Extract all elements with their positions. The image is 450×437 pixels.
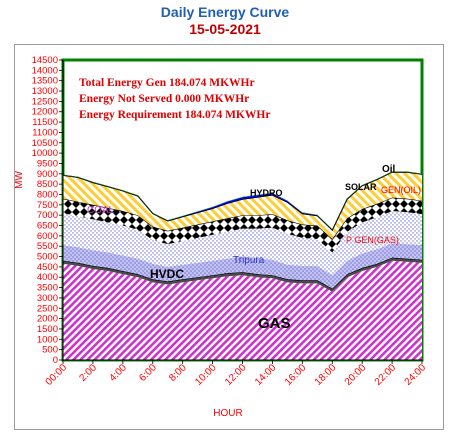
y-tick-label: 6000 bbox=[37, 231, 58, 242]
y-tick-label: 1000 bbox=[37, 334, 58, 345]
y-axis-label: MW bbox=[14, 171, 25, 189]
series-area-coal bbox=[63, 197, 422, 253]
y-tick-label: 11500 bbox=[32, 117, 58, 128]
series-area-p-gen-gas bbox=[63, 211, 422, 276]
x-tick-label: 12:00 bbox=[223, 362, 249, 388]
y-tick-label: 7000 bbox=[37, 210, 58, 221]
x-tick-label: 20:00 bbox=[343, 362, 369, 388]
x-tick-label: 4:00 bbox=[107, 362, 129, 384]
y-tick-label: 1500 bbox=[37, 324, 58, 335]
x-tick-label: 16:00 bbox=[283, 362, 309, 388]
y-tick-label: 12500 bbox=[32, 96, 58, 107]
y-tick-label: 5000 bbox=[37, 252, 58, 263]
x-tick-label: 24:00 bbox=[403, 362, 429, 388]
y-tick-label: 9500 bbox=[37, 158, 58, 169]
y-tick-label: 4000 bbox=[37, 272, 58, 283]
series-label-solar: SOLAR bbox=[345, 182, 377, 192]
y-tick-label: 11000 bbox=[32, 127, 58, 138]
y-tick-label: 3500 bbox=[37, 283, 58, 294]
y-tick-label: 4500 bbox=[37, 262, 58, 273]
y-tick-label: 7500 bbox=[37, 200, 58, 211]
y-tick-label: 2000 bbox=[37, 314, 58, 325]
chart-title: Daily Energy Curve bbox=[160, 4, 290, 20]
energy-summary-line: Energy Not Served 0.000 MKWHr bbox=[79, 93, 249, 105]
series-label-coal: COAL bbox=[87, 205, 115, 216]
y-tick-label: 3000 bbox=[37, 293, 58, 304]
x-tick-label: 2:00 bbox=[77, 362, 99, 384]
y-tick-label: 9000 bbox=[37, 169, 58, 180]
y-tick-label: 8500 bbox=[37, 179, 58, 190]
y-tick-label: 0 bbox=[53, 355, 58, 366]
series-label-tripura: Tripura bbox=[233, 255, 265, 266]
y-tick-label: 5500 bbox=[37, 241, 58, 252]
x-tick-label: 18:00 bbox=[313, 362, 339, 388]
series-label-p-gen-gas: P GEN(GAS) bbox=[346, 235, 399, 245]
chart-frame bbox=[14, 44, 444, 430]
y-tick-label: 500 bbox=[42, 345, 58, 356]
energy-summary-line: Energy Requirement 184.074 MKWHr bbox=[79, 109, 270, 121]
chart-subtitle: 15-05-2021 bbox=[189, 21, 261, 37]
y-tick-label: 10000 bbox=[32, 148, 58, 159]
series-label-hvdc: HVDC bbox=[150, 267, 184, 281]
series-area-hvdc bbox=[63, 257, 422, 292]
series-label-oil: Oil bbox=[382, 164, 396, 175]
x-tick-label: 6:00 bbox=[137, 362, 159, 384]
series-area-gas bbox=[63, 260, 422, 360]
y-tick-label: 13000 bbox=[32, 86, 58, 97]
y-tick-label: 14500 bbox=[32, 55, 58, 66]
x-tick-label: 10:00 bbox=[193, 362, 219, 388]
y-tick-label: 10500 bbox=[32, 138, 58, 149]
x-tick-label: 22:00 bbox=[373, 362, 399, 388]
y-tick-label: 6500 bbox=[37, 221, 58, 232]
energy-summary-line: Total Energy Gen 184.074 MKWHr bbox=[79, 77, 255, 89]
x-tick-label: 00:00 bbox=[44, 362, 70, 388]
y-tick-label: 12000 bbox=[32, 107, 58, 118]
y-tick-label: 2500 bbox=[37, 303, 58, 314]
series-area-tripura bbox=[63, 243, 422, 289]
y-tick-label: 8000 bbox=[37, 189, 58, 200]
x-tick-label: 14:00 bbox=[253, 362, 279, 388]
y-tick-label: 13500 bbox=[32, 76, 58, 87]
x-tick-label: 8:00 bbox=[167, 362, 189, 384]
y-tick-label: 14000 bbox=[32, 65, 58, 76]
series-area-gen-oil bbox=[63, 172, 422, 239]
series-label-gas: GAS bbox=[258, 315, 291, 332]
series-label-hydro: HYDRO bbox=[250, 188, 283, 198]
series-label-gen-oil: GEN(OIL) bbox=[381, 185, 421, 195]
x-axis-label: HOUR bbox=[213, 408, 242, 419]
